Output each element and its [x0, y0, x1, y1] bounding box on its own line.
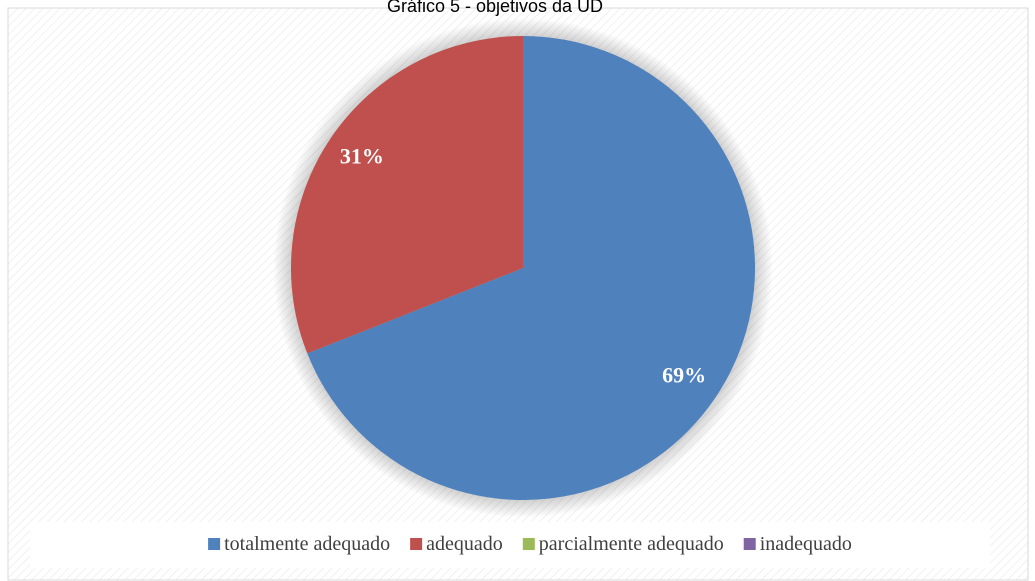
- legend-swatch: [208, 538, 221, 550]
- pie-slice: [291, 36, 523, 354]
- legend-label: parcialmente adequado: [539, 533, 724, 555]
- data-label: 69%: [662, 363, 706, 388]
- chart-title: Gráfico 5 - objetivos da UD: [387, 0, 603, 16]
- legend-swatch: [743, 538, 756, 550]
- legend-label: inadequado: [760, 533, 852, 555]
- legend-label: totalmente adequado: [224, 533, 390, 555]
- legend-box: [30, 522, 990, 568]
- legend-swatch: [522, 538, 535, 550]
- data-label: 31%: [340, 144, 384, 169]
- legend-label: adequado: [426, 533, 503, 555]
- pie-slice: [307, 36, 756, 501]
- legend-swatch: [410, 538, 423, 550]
